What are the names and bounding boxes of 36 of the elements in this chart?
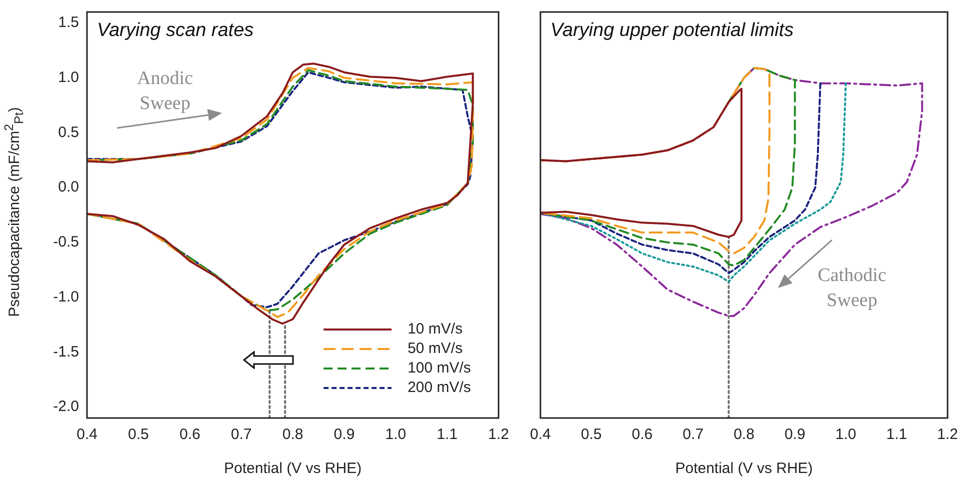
legend-label: 50 mV/s <box>408 340 463 358</box>
y-tick-label: 1.0 <box>58 68 79 86</box>
legend-label: 200 mV/s <box>408 379 471 396</box>
x-axis-title: Potential (V vs RHE) <box>224 460 362 478</box>
chart-title: Varying scan rates <box>97 20 254 41</box>
annotation: Anodic Sweep <box>136 67 194 116</box>
x-tick-label: 1.1 <box>436 426 458 444</box>
legend-label: 10 mV/s <box>408 320 463 338</box>
x-tick-label: 0.7 <box>682 426 704 444</box>
x-tick-label: 0.4 <box>530 426 551 444</box>
x-tick-label: 0.6 <box>632 426 653 444</box>
x-tick-label: 1.1 <box>886 426 908 444</box>
annotation: Cathodic Sweep <box>816 264 888 313</box>
y-tick-label: -1.5 <box>53 343 79 360</box>
y-tick-label: -1.0 <box>53 288 79 306</box>
x-tick-label: 0.5 <box>580 426 602 444</box>
x-tick-label: 0.8 <box>282 426 304 444</box>
x-tick-label: 1.2 <box>488 426 510 444</box>
x-tick-label: 0.7 <box>230 426 252 444</box>
x-axis-title: Potential (V vs RHE) <box>675 460 813 478</box>
x-tick-label: 1.0 <box>835 426 856 444</box>
y-tick-label: -0.5 <box>53 234 79 251</box>
y-tick-label: 0.5 <box>58 124 79 141</box>
legend-label: 100 mV/s <box>408 360 471 377</box>
x-tick-label: 0.6 <box>179 426 200 444</box>
y-tick-label: -2.0 <box>53 398 79 416</box>
y-tick-label: 0.0 <box>58 178 79 196</box>
y-tick-label: 1.5 <box>58 14 79 32</box>
x-tick-label: 0.9 <box>334 426 355 444</box>
x-tick-label: 1.0 <box>385 426 406 444</box>
x-tick-label: 0.9 <box>784 426 806 444</box>
x-tick-label: 1.2 <box>937 426 958 444</box>
chart-title: Varying upper potential limits <box>550 20 794 41</box>
x-tick-label: 0.4 <box>76 426 98 444</box>
x-tick-label: 0.8 <box>734 426 754 444</box>
x-tick-label: 0.5 <box>128 426 149 444</box>
